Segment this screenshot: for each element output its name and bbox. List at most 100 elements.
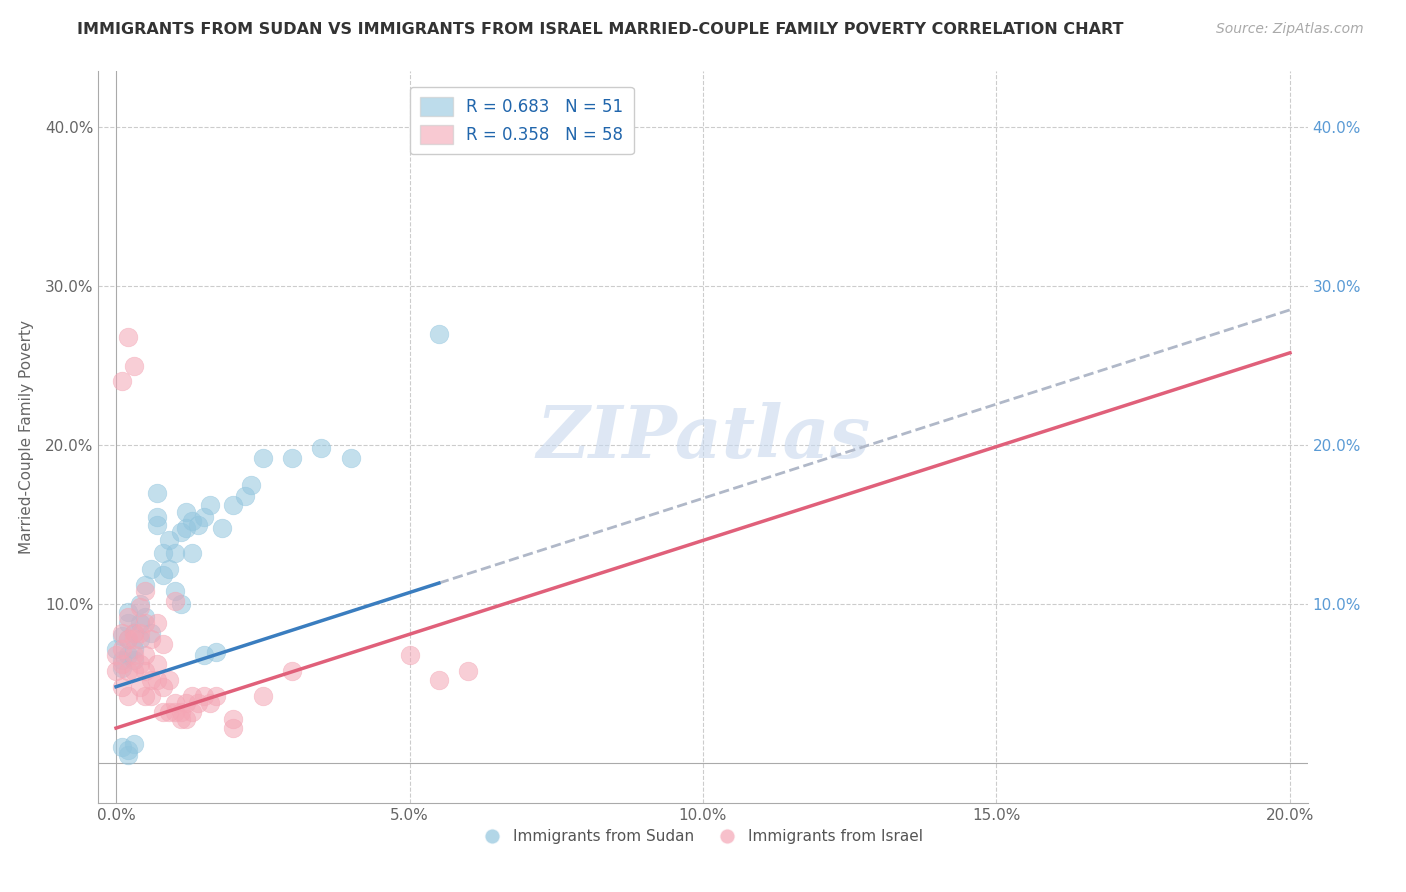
Point — [141, 562, 163, 576]
Point — [240, 477, 263, 491]
Point — [134, 584, 156, 599]
Text: IMMIGRANTS FROM SUDAN VS IMMIGRANTS FROM ISRAEL MARRIED-COUPLE FAMILY POVERTY CO: IMMIGRANTS FROM SUDAN VS IMMIGRANTS FROM… — [77, 22, 1123, 37]
Point — [163, 584, 186, 599]
Point — [340, 450, 363, 465]
Point — [163, 546, 186, 560]
Point — [134, 578, 156, 592]
Point — [146, 616, 169, 631]
Point — [233, 489, 256, 503]
Point — [105, 641, 128, 656]
Point — [198, 696, 221, 710]
Point — [128, 680, 150, 694]
Point — [157, 673, 180, 688]
Point — [128, 657, 150, 672]
Point — [252, 690, 274, 704]
Point — [157, 705, 180, 719]
Point — [176, 521, 198, 535]
Point — [122, 625, 145, 640]
Point — [128, 632, 150, 646]
Point — [105, 648, 128, 662]
Point — [117, 648, 139, 662]
Point — [117, 609, 139, 624]
Point — [198, 499, 221, 513]
Point — [176, 696, 198, 710]
Point — [163, 594, 186, 608]
Point — [134, 609, 156, 624]
Point — [193, 648, 215, 662]
Point — [122, 359, 145, 373]
Point — [117, 743, 139, 757]
Point — [152, 637, 174, 651]
Point — [122, 737, 145, 751]
Point — [111, 629, 134, 643]
Point — [575, 133, 598, 147]
Point — [141, 690, 163, 704]
Point — [169, 525, 191, 540]
Point — [152, 546, 174, 560]
Point — [427, 326, 450, 341]
Point — [128, 597, 150, 611]
Point — [222, 499, 245, 513]
Point — [134, 664, 156, 678]
Point — [117, 664, 139, 678]
Point — [181, 690, 204, 704]
Point — [134, 616, 156, 631]
Point — [128, 616, 150, 631]
Point — [427, 673, 450, 688]
Point — [146, 673, 169, 688]
Point — [281, 450, 304, 465]
Point — [457, 664, 479, 678]
Point — [111, 657, 134, 672]
Point — [122, 641, 145, 656]
Point — [146, 485, 169, 500]
Point — [146, 657, 169, 672]
Point — [117, 605, 139, 619]
Point — [128, 600, 150, 615]
Point — [152, 705, 174, 719]
Point — [169, 712, 191, 726]
Point — [222, 712, 245, 726]
Point — [117, 632, 139, 646]
Point — [146, 517, 169, 532]
Point — [128, 625, 150, 640]
Point — [281, 664, 304, 678]
Point — [122, 648, 145, 662]
Point — [187, 517, 209, 532]
Y-axis label: Married-Couple Family Poverty: Married-Couple Family Poverty — [18, 320, 34, 554]
Point — [311, 441, 333, 455]
Point — [134, 690, 156, 704]
Point — [122, 632, 145, 646]
Point — [176, 505, 198, 519]
Point — [146, 509, 169, 524]
Point — [252, 450, 274, 465]
Point — [157, 533, 180, 548]
Point — [163, 705, 186, 719]
Point — [122, 625, 145, 640]
Point — [176, 712, 198, 726]
Text: Source: ZipAtlas.com: Source: ZipAtlas.com — [1216, 22, 1364, 37]
Point — [169, 705, 191, 719]
Point — [122, 664, 145, 678]
Point — [117, 330, 139, 344]
Point — [204, 690, 226, 704]
Text: ZIPatlas: ZIPatlas — [536, 401, 870, 473]
Point — [193, 509, 215, 524]
Point — [187, 696, 209, 710]
Point — [163, 696, 186, 710]
Point — [204, 645, 226, 659]
Point — [117, 748, 139, 763]
Legend: Immigrants from Sudan, Immigrants from Israel: Immigrants from Sudan, Immigrants from I… — [477, 822, 929, 850]
Point — [152, 680, 174, 694]
Point — [122, 653, 145, 667]
Point — [152, 568, 174, 582]
Point — [134, 648, 156, 662]
Point — [193, 690, 215, 704]
Point — [111, 740, 134, 755]
Point — [222, 721, 245, 735]
Point — [117, 616, 139, 631]
Point — [141, 632, 163, 646]
Point — [181, 546, 204, 560]
Point — [111, 375, 134, 389]
Point — [117, 690, 139, 704]
Point — [211, 521, 233, 535]
